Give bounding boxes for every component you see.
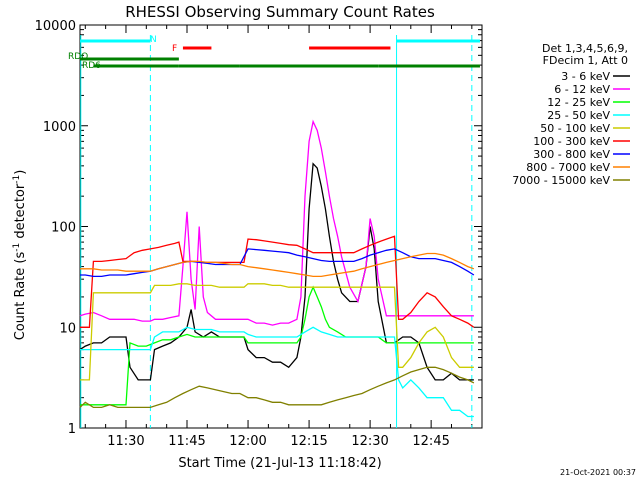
flag-label-rd6: RD6 [82,61,101,71]
legend-entry-label: 800 - 7000 keV [526,161,610,174]
y-axis-label-sup2: -1 [12,175,22,184]
chart-title: RHESSI Observing Summary Count Rates [125,3,435,21]
legend-header-line-2: FDecim 1, Att 0 [543,54,628,67]
series-line-3 [80,326,474,418]
plot-frame [79,24,483,429]
flag-label-rdo: RDO [68,52,88,62]
series-line-1 [79,119,474,326]
y-tick-label: 1 [68,422,76,437]
footer-timestamp: 21-Oct-2021 00:37 [560,468,636,477]
y-axis-label-mid: detector [13,183,28,243]
y-axis-label: Count Rate (s-1 detector-1) [12,170,28,341]
legend: Det 1,3,4,5,6,9, FDecim 1, Att 0 3 - 6 k… [512,42,630,187]
legend-entry-label: 300 - 800 keV [533,148,610,161]
series-line-2 [80,285,474,406]
x-tick-label: 12:45 [412,434,449,449]
x-tick-label: 11:30 [107,434,144,449]
series-line-7 [80,252,475,278]
legend-entry-label: 50 - 100 keV [540,122,610,135]
plot-area: 1 10 100 1000 10000 11:30 11:45 12:00 12:15 12:30… [35,19,483,449]
x-tick-label: 12:30 [351,434,388,449]
legend-entry-label: 100 - 300 keV [533,135,610,148]
legend-entry-label: 25 - 50 keV [547,109,610,122]
legend-entry-label: 12 - 25 keV [547,96,610,109]
flag-label-f: F [172,44,177,54]
y-axis-label-end: ) [13,170,28,175]
x-tick-label: 12:00 [229,434,266,449]
legend-entry-label: 6 - 12 keV [554,83,610,96]
y-tick-label: 10 [59,321,76,336]
series-line-0 [79,162,474,381]
series-line-5 [80,235,475,328]
series-line-4 [80,283,474,381]
x-tick-label: 11:45 [168,434,205,449]
flag-label-n: N [150,35,157,45]
y-axis-label-sup1: -1 [12,243,22,252]
x-tick-label: 12:15 [290,434,327,449]
x-axis-label: Start Time (21-Jul-13 11:18:42) [178,456,381,471]
y-tick-label: 100 [51,221,76,236]
legend-entry-label: 3 - 6 keV [561,70,610,83]
series-line-6 [80,248,475,278]
series-line-8 [79,366,475,409]
legend-entry-label: 7000 - 15000 keV [512,174,610,187]
y-tick-label: 10000 [35,19,76,34]
y-axis-label-main: Count Rate (s [13,252,28,341]
y-tick-label: 1000 [43,120,76,135]
legend-header-line-1: Det 1,3,4,5,6,9, [542,42,628,55]
